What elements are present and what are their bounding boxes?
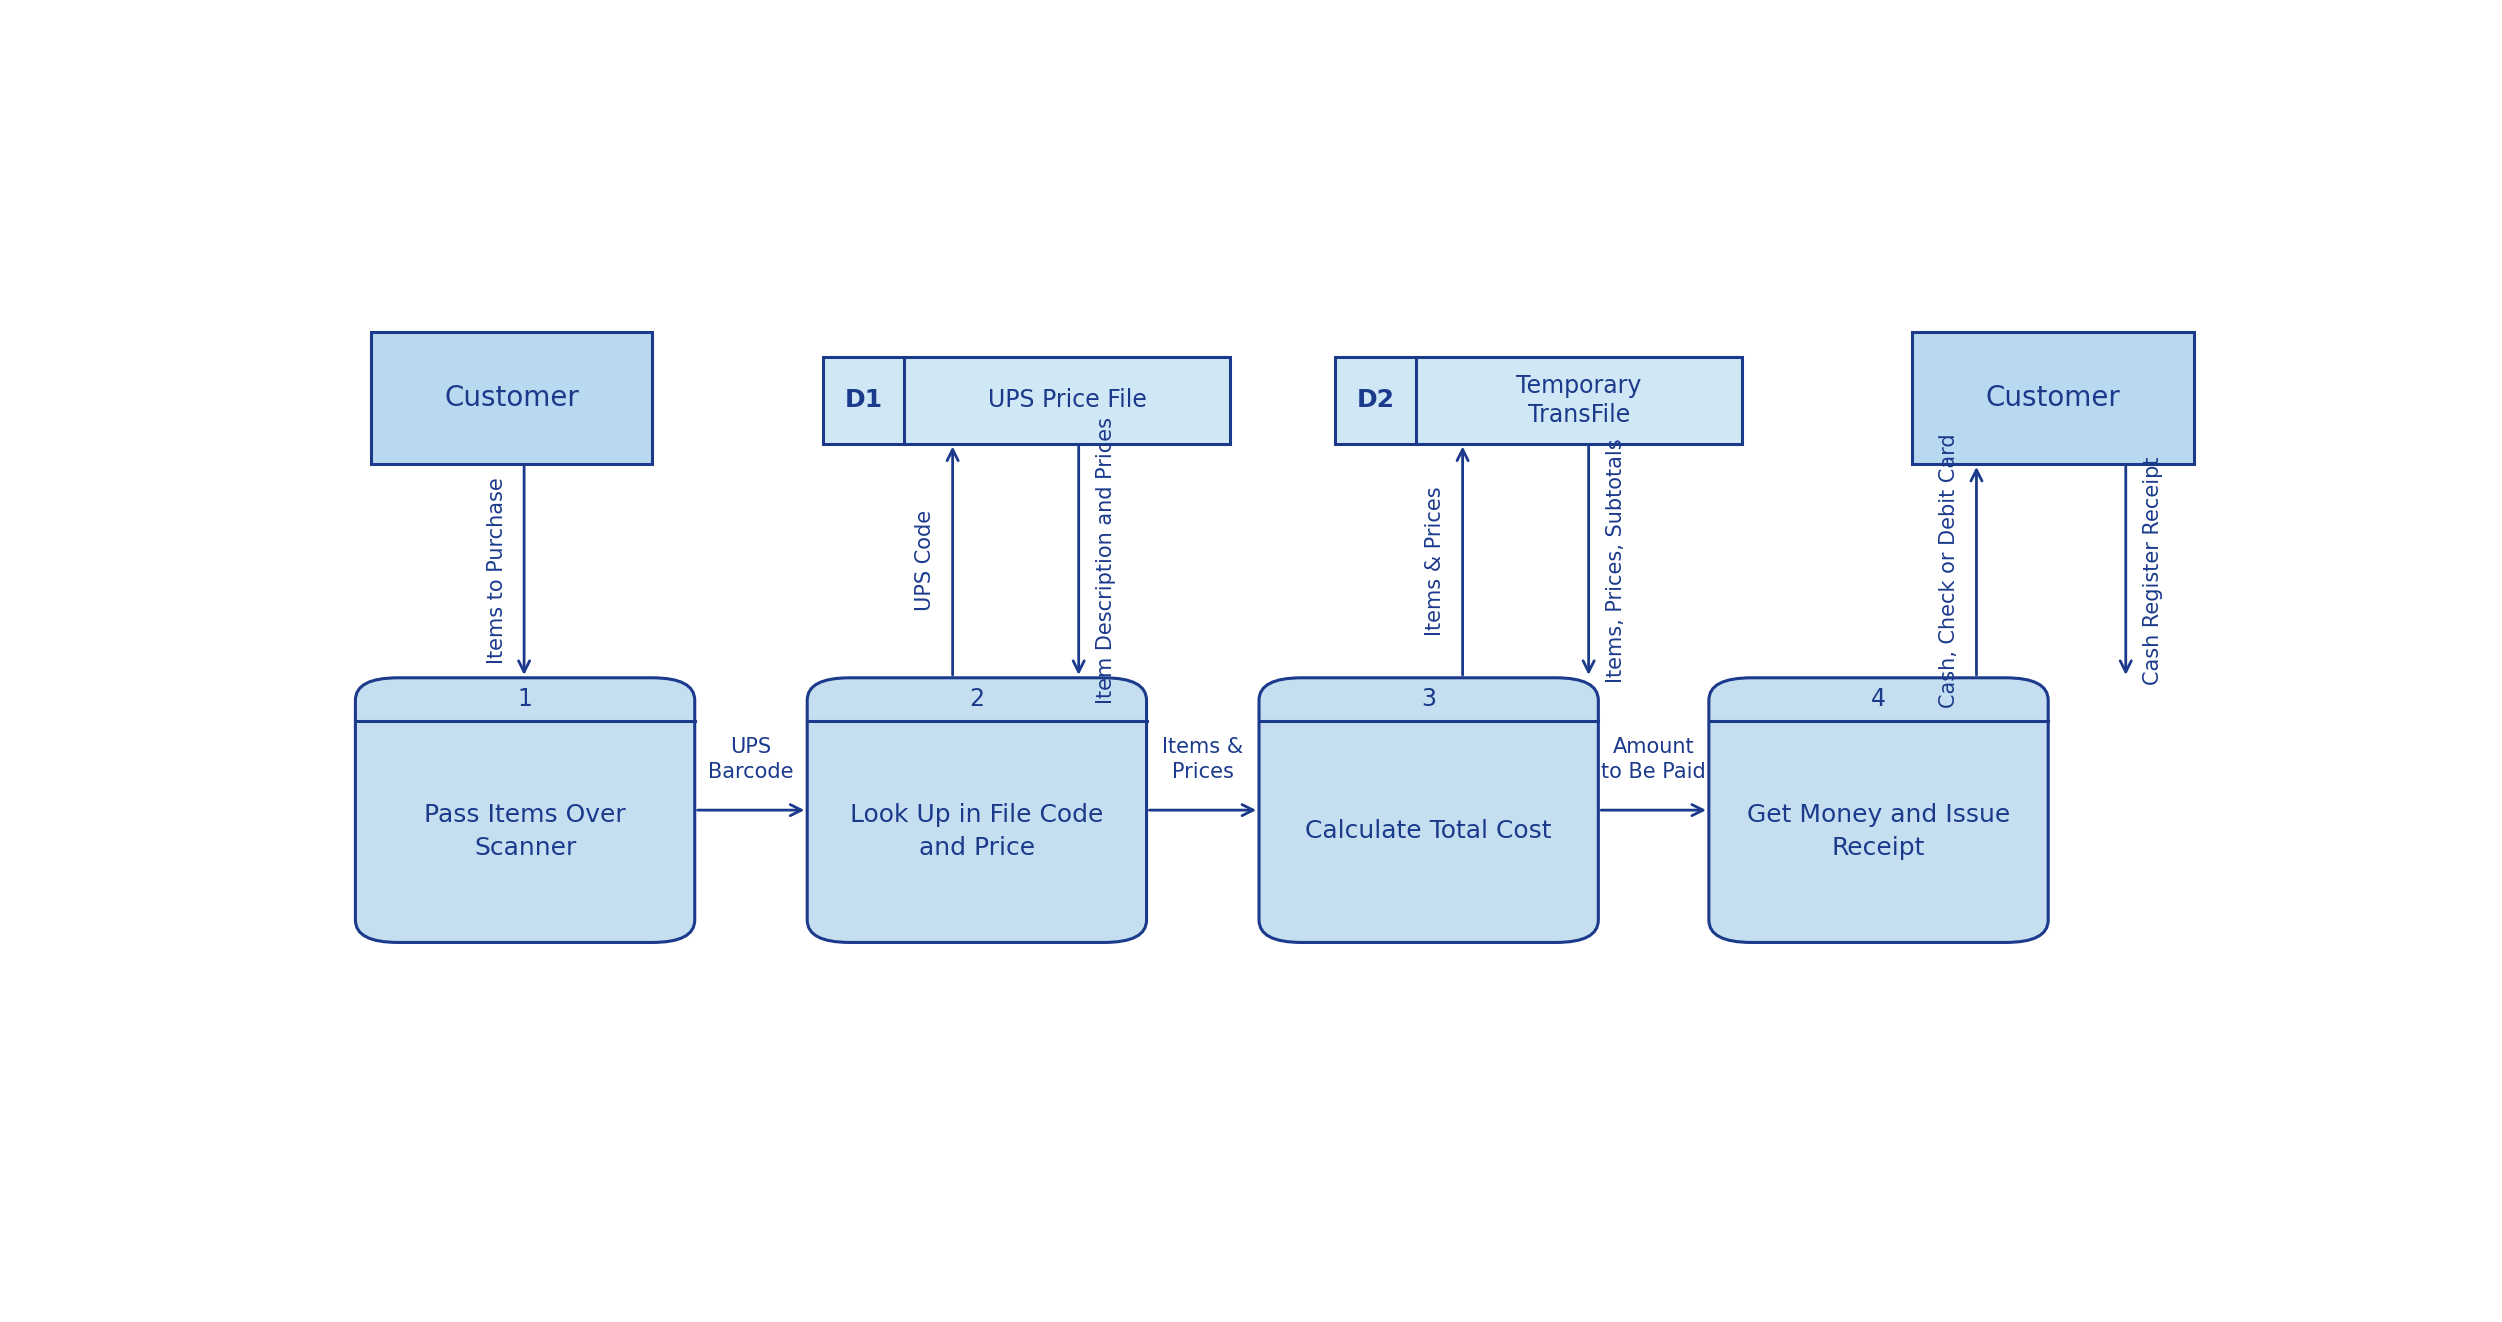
Text: Temporary
TransFile: Temporary TransFile xyxy=(1516,374,1641,427)
Text: Calculate Total Cost: Calculate Total Cost xyxy=(1306,820,1551,843)
Text: Get Money and Issue
Receipt: Get Money and Issue Receipt xyxy=(1746,802,2009,861)
Text: 1: 1 xyxy=(518,687,533,711)
Text: UPS Price File: UPS Price File xyxy=(988,389,1146,412)
Text: 4: 4 xyxy=(1871,687,1887,711)
Text: Cash Register Receipt: Cash Register Receipt xyxy=(2142,456,2162,685)
FancyBboxPatch shape xyxy=(1334,357,1741,444)
Text: Look Up in File Code
and Price: Look Up in File Code and Price xyxy=(851,802,1103,861)
Text: Items & Prices: Items & Prices xyxy=(1426,486,1446,636)
Text: Items, Prices, Subtotals: Items, Prices, Subtotals xyxy=(1606,439,1626,683)
Text: Items to Purchase: Items to Purchase xyxy=(488,477,508,664)
Text: Pass Items Over
Scanner: Pass Items Over Scanner xyxy=(425,802,626,861)
FancyBboxPatch shape xyxy=(808,678,1146,943)
FancyBboxPatch shape xyxy=(370,332,653,464)
Text: D2: D2 xyxy=(1356,389,1394,412)
Text: D1: D1 xyxy=(843,389,883,412)
Text: UPS Code: UPS Code xyxy=(916,510,936,611)
Text: Amount
to Be Paid: Amount to Be Paid xyxy=(1601,736,1706,781)
Text: 3: 3 xyxy=(1421,687,1436,711)
Text: Cash, Check or Debit Card: Cash, Check or Debit Card xyxy=(1939,434,1959,709)
Text: UPS
Barcode: UPS Barcode xyxy=(708,736,793,781)
Text: Item Description and Prices: Item Description and Prices xyxy=(1096,418,1116,705)
FancyBboxPatch shape xyxy=(1912,332,2194,464)
FancyBboxPatch shape xyxy=(823,357,1231,444)
Text: Items &
Prices: Items & Prices xyxy=(1163,736,1243,781)
FancyBboxPatch shape xyxy=(355,678,696,943)
FancyBboxPatch shape xyxy=(1259,678,1599,943)
Text: Customer: Customer xyxy=(1987,383,2122,412)
Text: Customer: Customer xyxy=(443,383,578,412)
Text: 2: 2 xyxy=(968,687,983,711)
FancyBboxPatch shape xyxy=(1709,678,2049,943)
